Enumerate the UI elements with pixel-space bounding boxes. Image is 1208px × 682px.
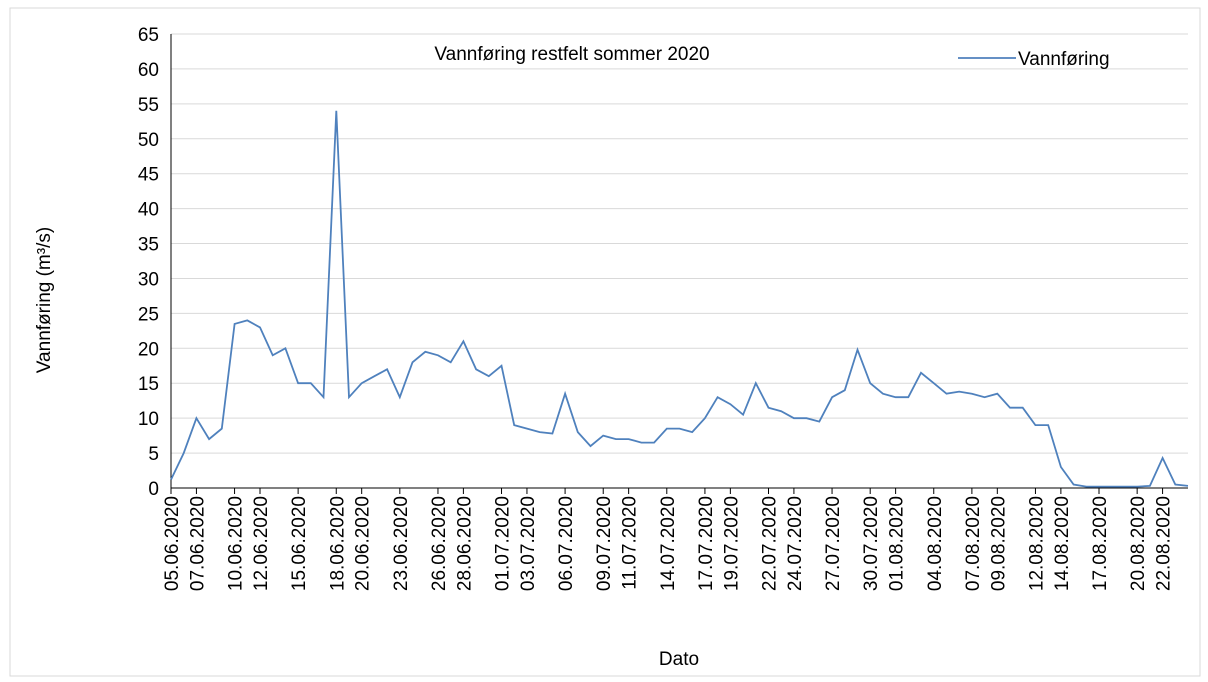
x-tick-label: 22.07.2020 [759, 496, 780, 591]
x-tick-label: 20.06.2020 [353, 496, 374, 591]
chart-border [9, 7, 1201, 677]
y-tick-label: 40 [138, 200, 159, 221]
chart-title: Vannføring restfelt sommer 2020 [434, 44, 709, 65]
legend-label: Vannføring [1018, 49, 1110, 70]
y-tick-label: 65 [138, 25, 159, 46]
x-tick-label: 09.08.2020 [988, 496, 1009, 591]
x-tick-label: 15.06.2020 [289, 496, 310, 591]
y-tick-label: 35 [138, 235, 159, 256]
x-tick-label: 11.07.2020 [620, 496, 641, 590]
x-tick-label: 12.06.2020 [251, 496, 272, 591]
y-tick-label: 20 [138, 339, 159, 360]
x-tick-label: 27.07.2020 [823, 496, 844, 591]
x-tick-label: 05.06.2020 [162, 496, 183, 591]
x-tick-label: 03.07.2020 [518, 496, 539, 591]
x-tick-label: 19.07.2020 [721, 496, 742, 591]
y-tick-label: 25 [138, 304, 159, 325]
x-tick-label: 28.06.2020 [454, 496, 475, 591]
x-tick-label: 18.06.2020 [327, 496, 348, 591]
x-tick-label: 14.07.2020 [658, 496, 679, 591]
x-tick-label: 10.06.2020 [226, 496, 247, 591]
x-tick-label: 17.08.2020 [1090, 496, 1111, 591]
y-tick-label: 55 [138, 95, 159, 116]
y-tick-label: 15 [138, 374, 159, 395]
x-tick-label: 14.08.2020 [1052, 496, 1073, 591]
x-tick-label: 23.06.2020 [391, 496, 412, 591]
data-line [170, 110, 1189, 488]
x-tick-label: 04.08.2020 [925, 496, 946, 591]
x-tick-label: 09.07.2020 [594, 496, 615, 591]
x-tick-label: 01.07.2020 [493, 496, 514, 591]
y-axis-label: Vannføring (m³/s) [34, 227, 55, 373]
x-tick-label: 01.08.2020 [887, 496, 908, 591]
y-tick-label: 50 [138, 130, 159, 151]
x-tick-label: 24.07.2020 [785, 496, 806, 591]
y-tick-label: 0 [148, 479, 159, 500]
x-tick-label: 22.08.2020 [1154, 496, 1175, 591]
y-tick-label: 30 [138, 269, 159, 290]
y-tick-label: 60 [138, 60, 159, 81]
x-tick-label: 06.07.2020 [556, 496, 577, 591]
x-tick-label: 26.06.2020 [429, 496, 450, 591]
x-tick-label: 12.08.2020 [1026, 496, 1047, 591]
y-tick-label: 5 [148, 444, 159, 465]
y-tick-label: 10 [138, 409, 159, 430]
x-tick-label: 07.08.2020 [963, 496, 984, 591]
x-tick-label: 30.07.2020 [861, 496, 882, 591]
x-axis-label: Dato [659, 649, 699, 670]
x-tick-label: 17.07.2020 [696, 496, 717, 591]
y-tick-label: 45 [138, 165, 159, 186]
x-tick-label: 20.08.2020 [1128, 496, 1149, 591]
x-tick-label: 07.06.2020 [187, 496, 208, 591]
